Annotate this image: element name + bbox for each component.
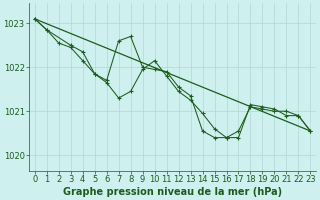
X-axis label: Graphe pression niveau de la mer (hPa): Graphe pression niveau de la mer (hPa) <box>63 187 282 197</box>
